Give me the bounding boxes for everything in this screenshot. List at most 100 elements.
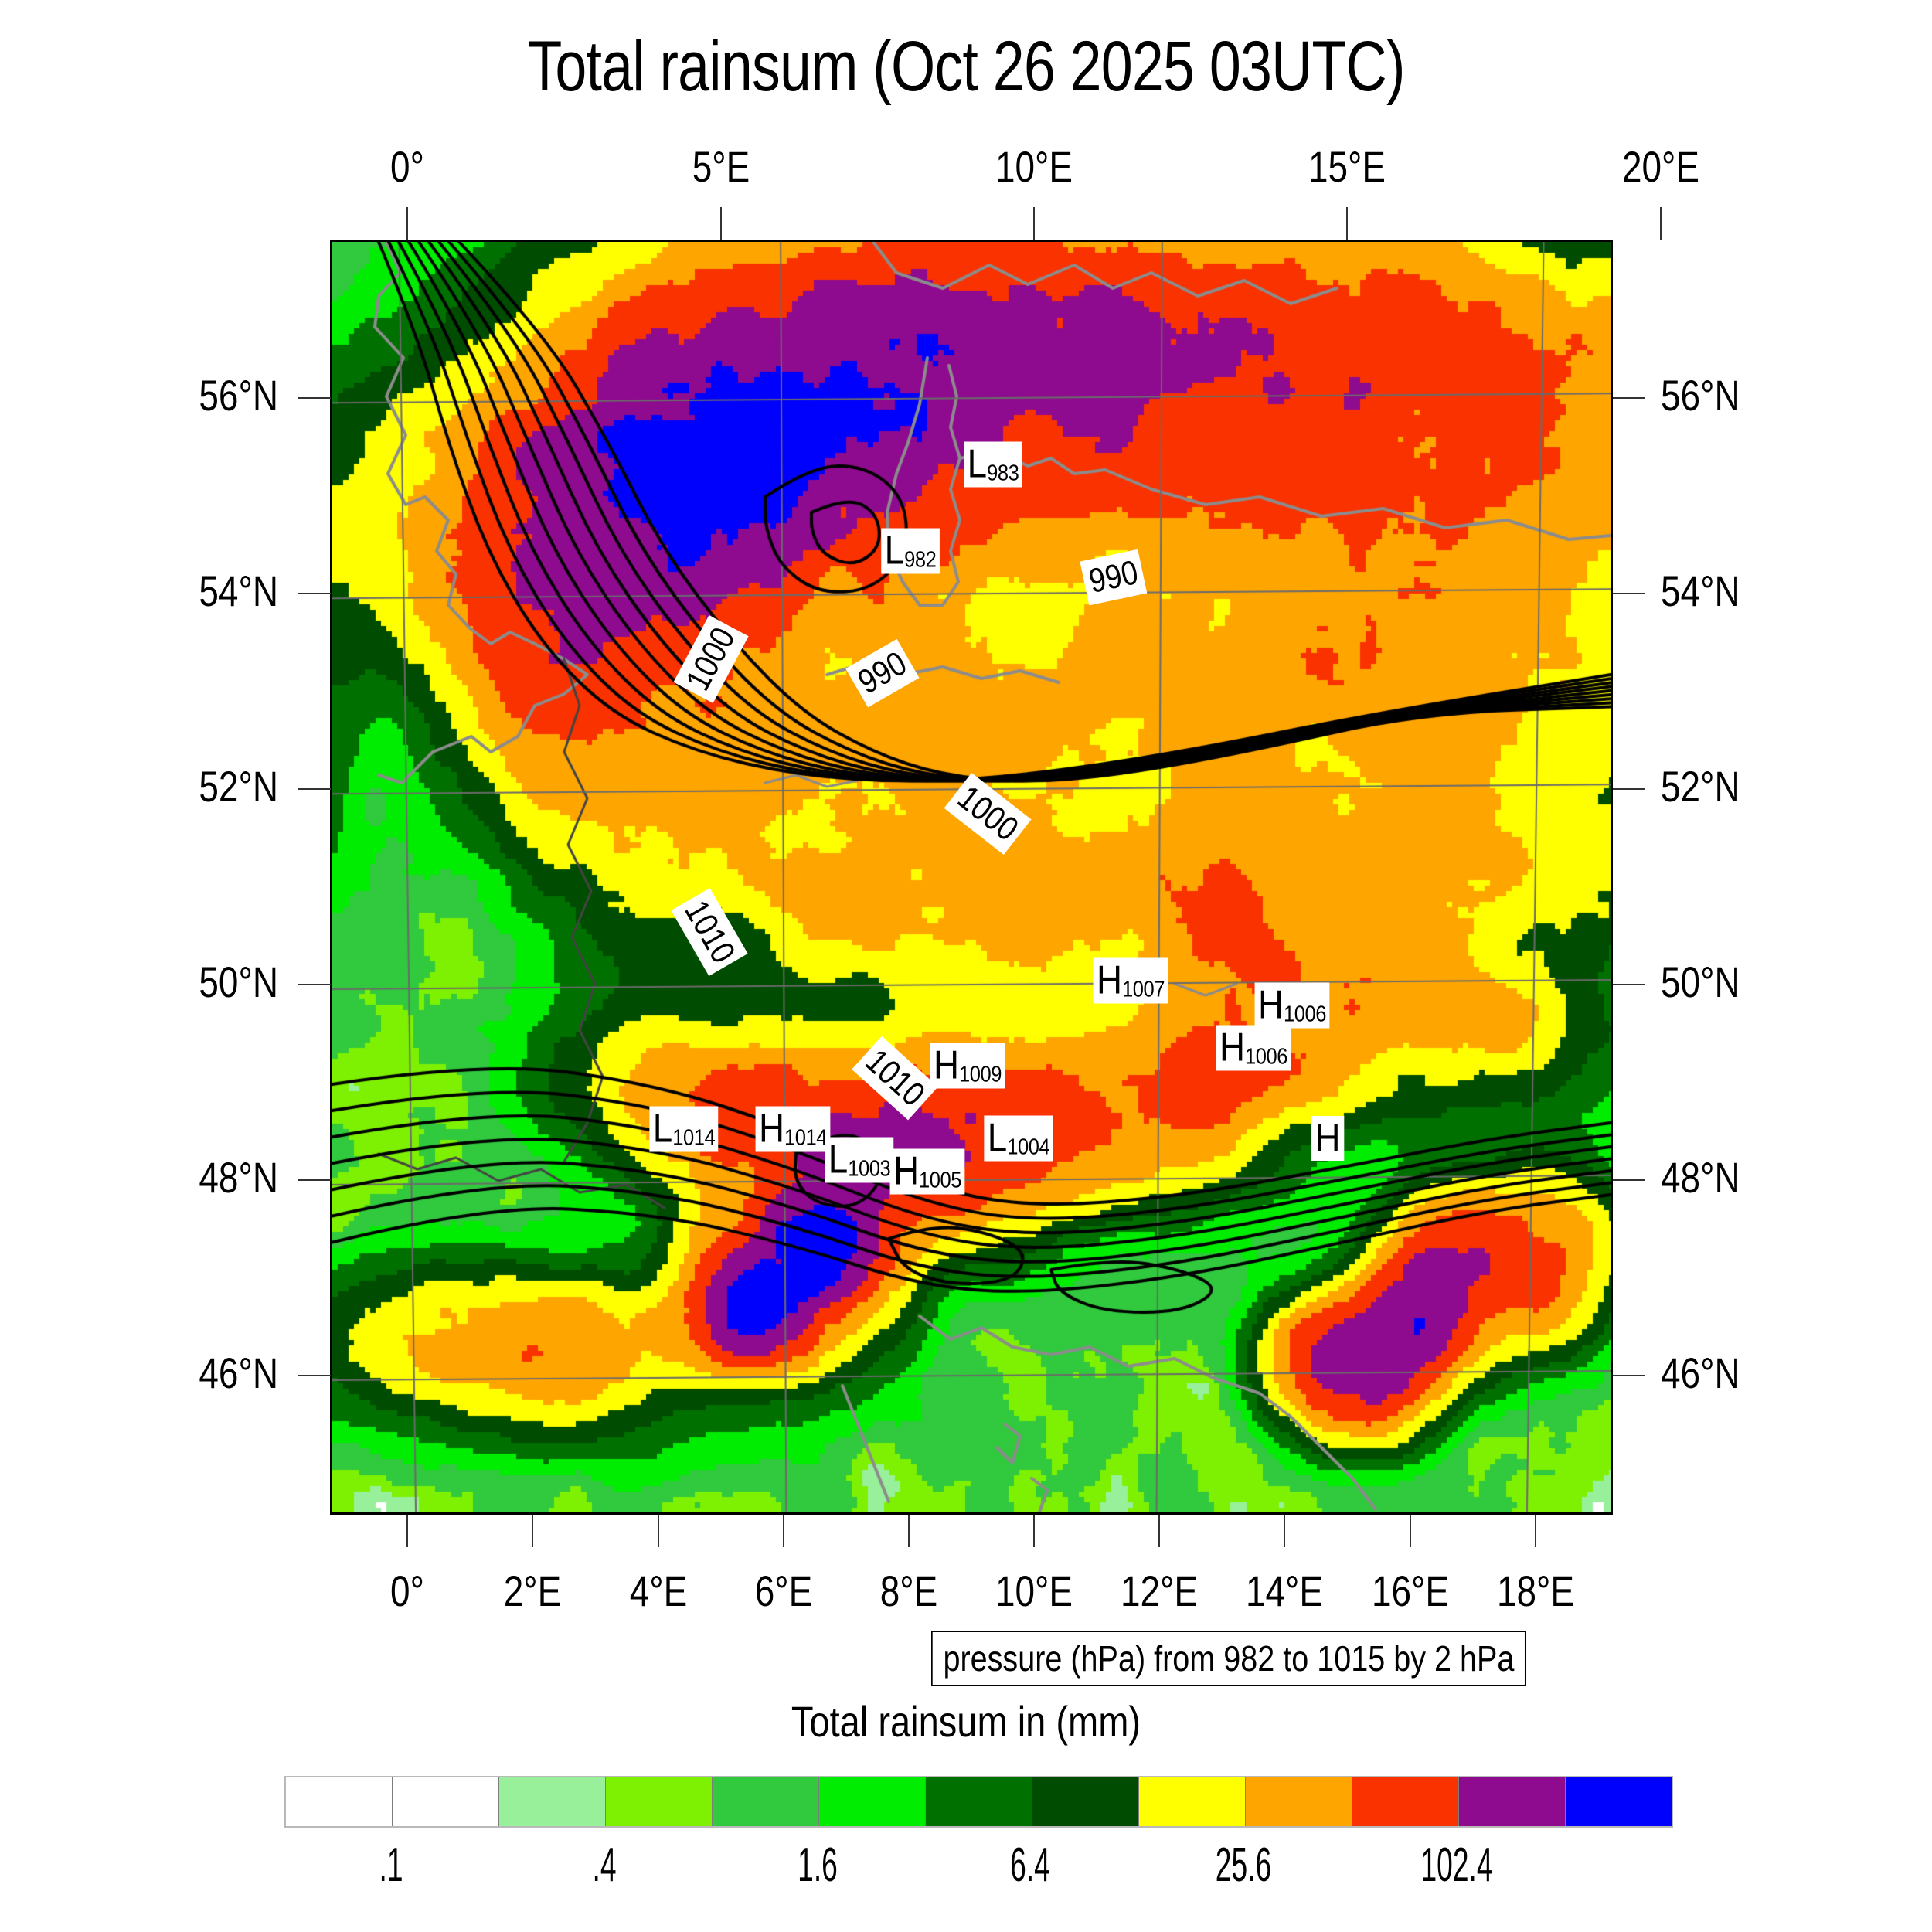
- pressure-centre-value: 1009: [959, 1062, 1002, 1087]
- axis-tick-mark-top-2: [1033, 207, 1036, 240]
- axis-tick-mark-top-0: [406, 207, 409, 240]
- pressure-centre-type: H: [933, 1043, 960, 1088]
- axis-tick-mark-top-4: [1659, 207, 1662, 240]
- axis-tick-mark-left-0: [298, 397, 331, 400]
- pressure-centre-value: 1006: [1245, 1044, 1288, 1070]
- axis-tick-label-left-4: 48°N: [199, 1153, 278, 1202]
- pressure-centre-type: L: [828, 1137, 849, 1182]
- axis-tick-label-bottom-1: 2°E: [504, 1566, 562, 1615]
- colorbar-tick-4: 25.6: [1216, 1838, 1272, 1892]
- colorbar-cell-6: [926, 1777, 1032, 1826]
- axis-tick-label-left-2: 52°N: [199, 762, 278, 811]
- pressure-centre-H1014-7: H1014: [755, 1106, 831, 1152]
- page-title: Total rainsum (Oct 26 2025 03UTC): [527, 27, 1405, 106]
- axis-tick-mark-right-2: [1613, 788, 1645, 791]
- axis-tick-label-top-2: 10°E: [995, 142, 1073, 191]
- axis-tick-label-left-1: 54°N: [199, 566, 278, 616]
- axis-tick-mark-bottom-0: [406, 1515, 409, 1547]
- axis-tick-mark-bottom-1: [532, 1515, 534, 1547]
- pressure-centre-value: 1014: [784, 1125, 828, 1151]
- colorbar-cell-2: [499, 1777, 606, 1826]
- axis-tick-mark-right-1: [1613, 593, 1645, 595]
- pressure-centre-H1009-5: H1009: [930, 1043, 1005, 1089]
- map-plot-area: 1000 990 990 1000 1010 1010 L983 L982 H1007 H1006…: [330, 240, 1613, 1515]
- map-annotation-overlay: 1000 990 990 1000 1010 1010 L983 L982 H1007 H1006…: [332, 242, 1611, 1512]
- axis-tick-mark-left-4: [298, 1179, 331, 1182]
- axis-tick-mark-right-4: [1613, 1179, 1645, 1182]
- pressure-centre-H1006-4: H1006: [1216, 1025, 1291, 1071]
- axis-tick-mark-left-5: [298, 1374, 331, 1376]
- axis-tick-label-bottom-2: 4°E: [629, 1566, 687, 1615]
- axis-tick-label-bottom-4: 8°E: [879, 1566, 938, 1615]
- colorbar-tick-1: .4: [592, 1838, 617, 1892]
- axis-tick-mark-bottom-3: [782, 1515, 784, 1547]
- isobar-label-990-2: 990: [1080, 549, 1148, 606]
- colorbar-cell-5: [819, 1777, 926, 1826]
- axis-tick-label-right-0: 56°N: [1661, 371, 1740, 420]
- colorbar-title: Total rainsum in (mm): [791, 1697, 1141, 1746]
- colorbar-cell-11: [1459, 1777, 1566, 1826]
- pressure-centre-type: H: [1096, 957, 1123, 1003]
- axis-tick-label-bottom-0: 0°: [390, 1566, 425, 1615]
- axis-tick-label-right-5: 46°N: [1661, 1348, 1740, 1397]
- pressure-centre-H1005-11: H1005: [889, 1148, 965, 1195]
- pressure-centre-value: 1004: [1007, 1134, 1050, 1160]
- pressure-centre-type: H: [758, 1106, 785, 1151]
- pressure-centre-H1006-3: H1006: [1254, 982, 1330, 1029]
- axis-tick-label-bottom-5: 10°E: [995, 1566, 1073, 1615]
- isobar-label-1000-3: 1000: [944, 772, 1032, 855]
- axis-tick-mark-bottom-5: [1033, 1515, 1036, 1547]
- pressure-centre-type: H: [1315, 1116, 1341, 1161]
- colorbar-cell-3: [606, 1777, 713, 1826]
- colorbar-tick-2: 1.6: [797, 1838, 838, 1892]
- axis-tick-mark-bottom-4: [907, 1515, 910, 1547]
- axis-tick-label-right-1: 54°N: [1661, 566, 1740, 616]
- axis-tick-mark-bottom-7: [1284, 1515, 1286, 1547]
- axis-tick-label-bottom-8: 16°E: [1371, 1566, 1449, 1615]
- pressure-centre-type: L: [652, 1106, 673, 1151]
- colorbar-cell-0: [286, 1777, 393, 1826]
- pressure-centre-type: L: [967, 441, 988, 487]
- pressure-centre-type: L: [884, 528, 905, 573]
- axis-tick-label-top-0: 0°: [390, 142, 425, 191]
- colorbar-cell-10: [1352, 1777, 1459, 1826]
- axis-tick-label-left-3: 50°N: [199, 957, 278, 1007]
- colorbar-tick-5: 102.4: [1420, 1838, 1493, 1892]
- axis-tick-label-bottom-7: 14°E: [1246, 1566, 1324, 1615]
- axis-tick-mark-bottom-6: [1158, 1515, 1161, 1547]
- pressure-centre-H1007-2: H1007: [1093, 957, 1168, 1004]
- pressure-centre-L983-0: L983: [964, 441, 1022, 488]
- axis-tick-mark-top-3: [1346, 207, 1349, 240]
- pressure-centre-type: L: [987, 1115, 1008, 1161]
- colorbar-tick-3: 6.4: [1010, 1838, 1051, 1892]
- axis-tick-mark-left-3: [298, 984, 331, 986]
- pressure-centre-value: 1005: [919, 1168, 962, 1193]
- axis-tick-label-left-0: 56°N: [199, 371, 278, 420]
- axis-tick-mark-left-2: [298, 788, 331, 791]
- pressure-centre-value: 1007: [1122, 977, 1165, 1002]
- pressure-centre-H-9: H: [1311, 1116, 1344, 1161]
- colorbar-cell-12: [1566, 1777, 1672, 1826]
- isobar-label-1000-0: 1000: [673, 615, 749, 703]
- isobar-label-1010-5: 1010: [852, 1036, 938, 1121]
- isobar-label-990-1: 990: [845, 638, 920, 708]
- axis-tick-mark-right-3: [1613, 984, 1645, 986]
- axis-tick-mark-left-1: [298, 593, 331, 595]
- pressure-centre-L1014-6: L1014: [649, 1106, 719, 1152]
- pressure-centre-L982-1: L982: [881, 528, 940, 574]
- pressure-centre-value: 983: [987, 461, 1019, 486]
- colorbar-cell-8: [1139, 1777, 1246, 1826]
- pressure-centre-L1004-8: L1004: [984, 1115, 1053, 1162]
- axis-tick-mark-right-0: [1613, 397, 1645, 400]
- pressure-centre-value: 1003: [848, 1156, 891, 1182]
- axis-tick-label-right-2: 52°N: [1661, 762, 1740, 811]
- pressure-centre-value: 1006: [1284, 1002, 1327, 1027]
- axis-tick-label-top-4: 20°E: [1621, 142, 1699, 191]
- colorbar-cell-4: [713, 1777, 819, 1826]
- colorbar-cell-1: [393, 1777, 499, 1826]
- axis-tick-mark-bottom-9: [1534, 1515, 1536, 1547]
- axis-tick-mark-bottom-2: [657, 1515, 659, 1547]
- pressure-centre-type: H: [893, 1148, 920, 1194]
- colorbar-tick-0: .1: [379, 1838, 403, 1892]
- axis-tick-mark-right-5: [1613, 1374, 1645, 1376]
